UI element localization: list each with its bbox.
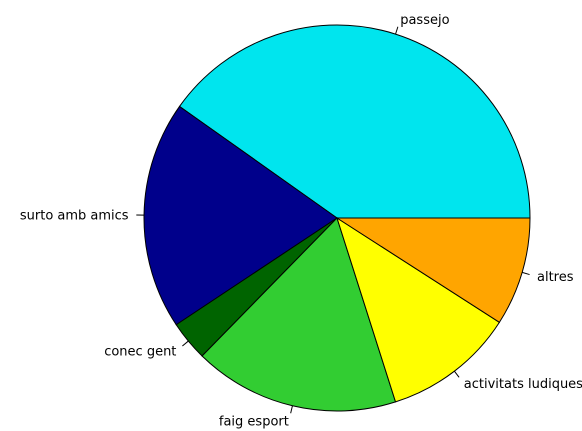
pie-slice-label: surto amb amics [20,208,129,223]
pie-slice-label: conec gent [104,344,176,359]
pie-label-tick [454,370,460,378]
pie-label-tick [522,271,530,276]
pie-slice-label: faig esport [219,414,289,429]
pie-slice-passejo [178,24,531,219]
pie-label-tick [395,26,399,35]
pie-label-tick [182,340,189,347]
pie-slice-label: passejo [400,13,449,28]
pie-slice-surto-amb-amics [143,105,338,326]
pie-slice-label: altres [537,270,574,285]
pie-slice-activitats-ludiques [336,216,501,403]
pie-slice-label: activitats ludiques [464,377,582,392]
pie-label-tick [290,405,293,414]
pie-slice-faig-esport [201,217,397,412]
